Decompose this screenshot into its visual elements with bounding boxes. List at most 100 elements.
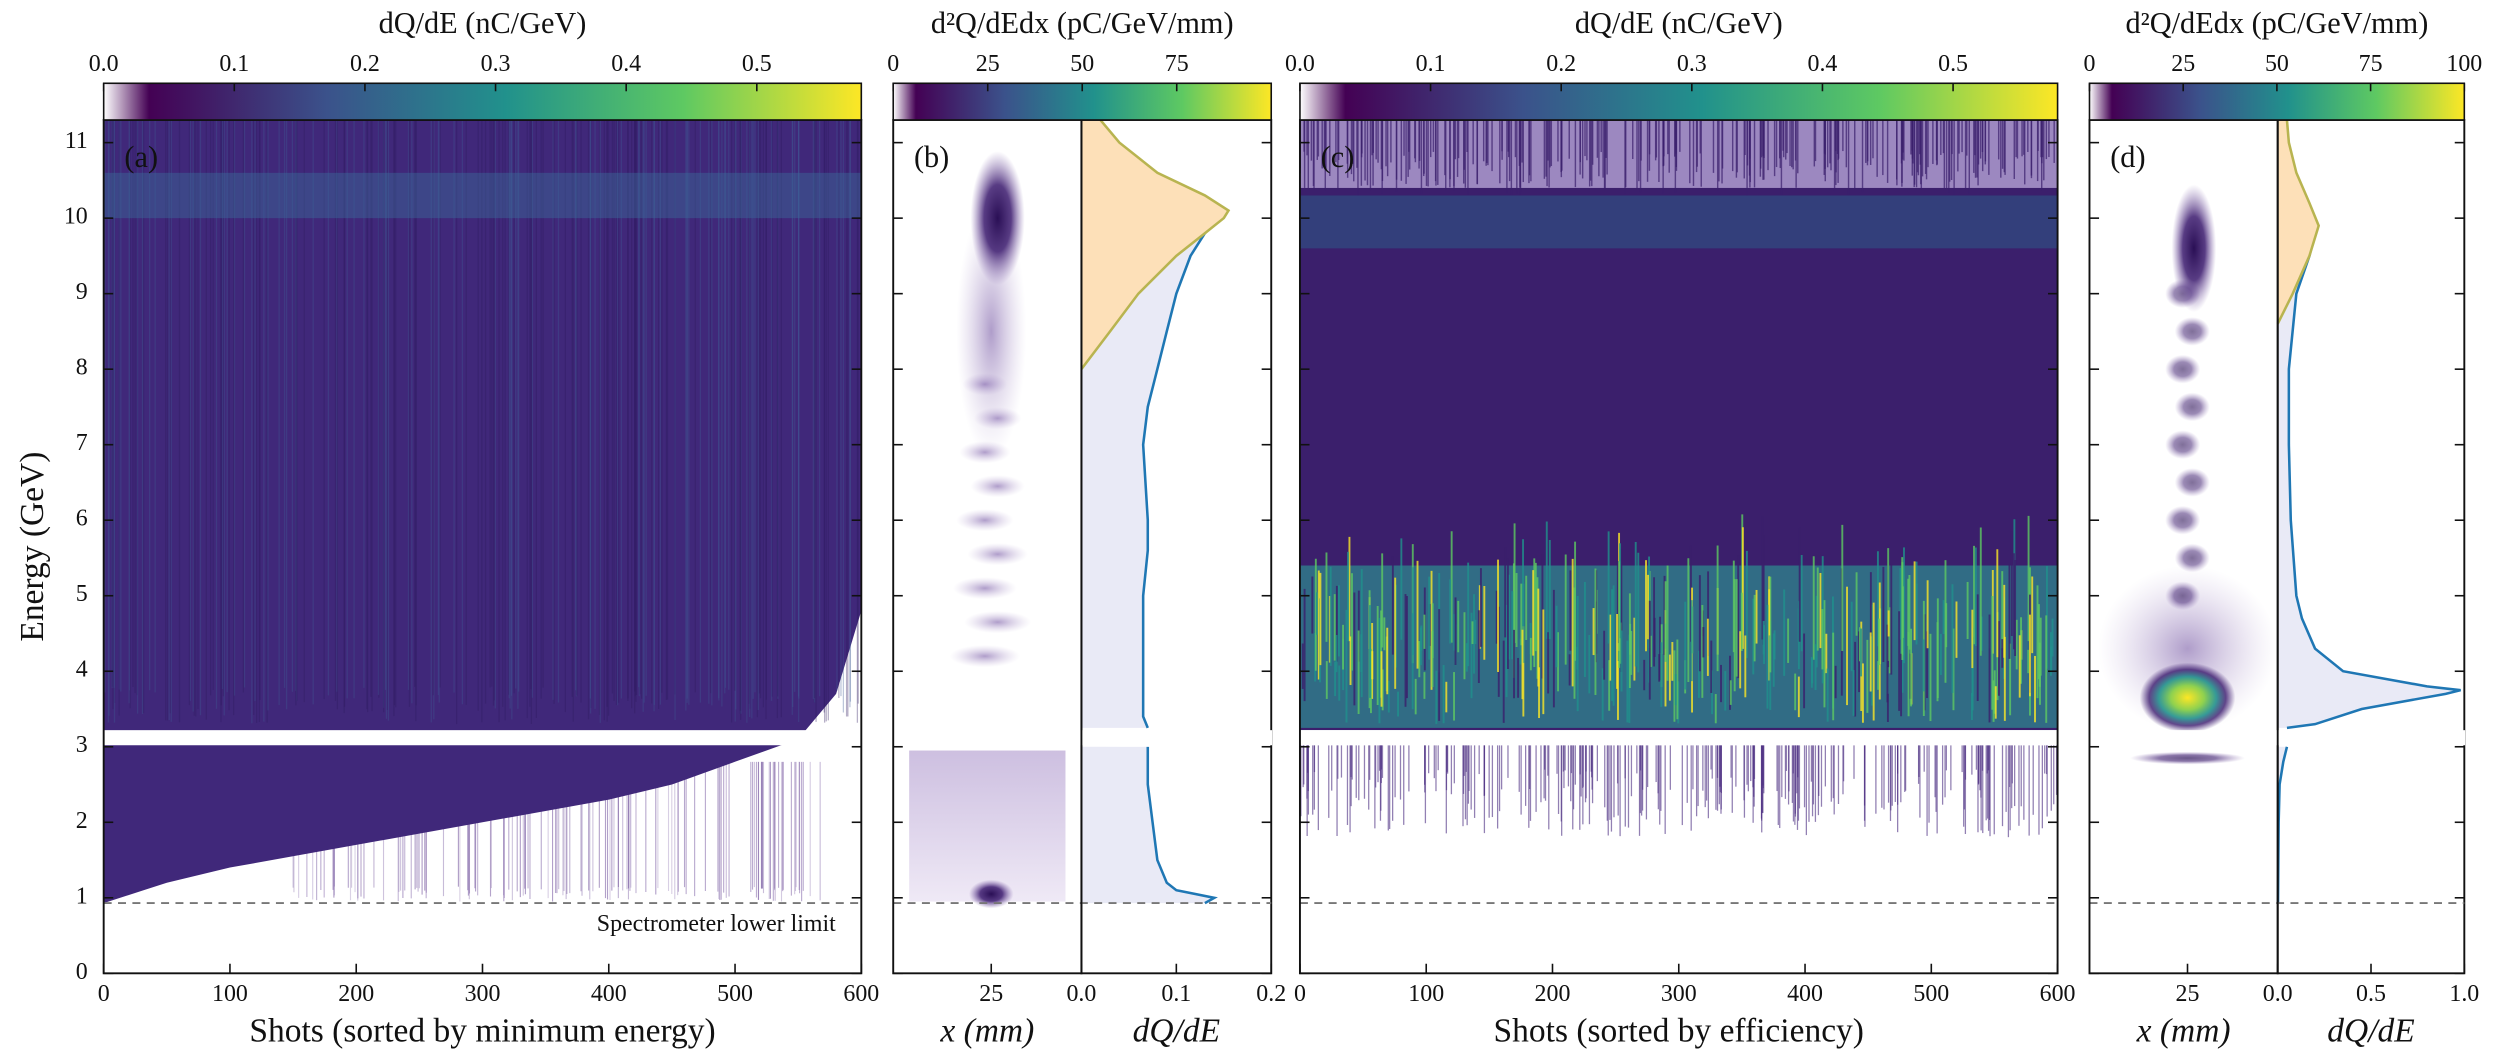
lineout-area (1081, 746, 1215, 904)
x-tick-label: 300 (465, 981, 501, 1007)
x-tick-label: 400 (1787, 981, 1823, 1007)
panel-label: (a) (124, 140, 158, 174)
gap-band (1299, 730, 2059, 746)
x-tick-label: 500 (1913, 981, 1949, 1007)
spectrum-region (103, 119, 862, 904)
lineout-fit (1080, 119, 1231, 370)
colorbar-tick-label: 0 (2084, 51, 2096, 77)
lineout (2276, 232, 2461, 904)
colorbar-tick-label: 0.0 (89, 51, 119, 77)
colorbar-tick-label: 50 (2265, 51, 2289, 77)
x-tick-label: 600 (2040, 981, 2076, 1007)
image-feature (956, 509, 1014, 532)
colorbar-tick-label: 50 (1070, 51, 1094, 77)
colorbar (1299, 82, 2059, 121)
y-tick-label: 5 (76, 581, 88, 607)
colorbar-tick-label: 75 (2359, 51, 2383, 77)
colorbar-tick-label: 0.2 (1546, 51, 1576, 77)
x-tick-label: 400 (591, 981, 627, 1007)
panel-label: (b) (914, 140, 949, 174)
x-tick-label: 100 (1408, 981, 1444, 1007)
lineout-fit-area (1081, 119, 1229, 370)
image-hot (2139, 662, 2236, 733)
x-tick-label: 200 (1535, 981, 1571, 1007)
panel: 0.0 0.5 1.0 dQ/dE (d) 25 x (mm) 0 25 50 75 100 d²Q/d… (2084, 6, 2483, 1050)
x-tick-label: 1.0 (2449, 981, 2479, 1007)
x-axis-label: Shots (sorted by efficiency) (1494, 1013, 1864, 1050)
colorbar-tick-label: 25 (2171, 51, 2195, 77)
y-tick-label: 2 (76, 808, 88, 834)
colorbar-tick-label: 0.4 (611, 51, 641, 77)
energy-band (1299, 195, 2058, 249)
lineout-area (2277, 233, 2461, 728)
image-feature (949, 644, 1020, 668)
colorbar-title: dQ/dE (nC/GeV) (1575, 6, 1783, 40)
x-tick-label: 0.5 (2356, 981, 2386, 1007)
y-tick-label: 4 (76, 657, 88, 683)
x-axis-label: x (mm) (939, 1013, 1034, 1050)
image-feature (2174, 317, 2210, 346)
panel: 0.0 0.1 0.2 dQ/dE (b) 25 x (mm) 0 25 50 75 d²Q/dEdx… (887, 6, 1286, 1050)
image-lower (2130, 751, 2245, 765)
lineout-fit-area (2277, 119, 2319, 324)
y-tick-label: 7 (76, 430, 88, 456)
colorbar-title: d²Q/dEdx (pC/GeV/mm) (2126, 6, 2429, 40)
x-tick-label: 0 (98, 981, 110, 1007)
y-tick-label: 11 (65, 128, 88, 154)
image-lower (909, 750, 1066, 902)
colorbar-tick-label: 0.1 (1416, 51, 1446, 77)
image-feature (967, 543, 1028, 566)
x-tick-label: 0.2 (1256, 981, 1286, 1007)
y-tick-label: 8 (76, 355, 88, 381)
image-feature (970, 475, 1025, 498)
colorbar-tick-label: 100 (2446, 51, 2482, 77)
y-tick-label: 10 (64, 204, 88, 230)
x-tick-label: 25 (979, 981, 1003, 1007)
colorbar-tick-label: 0 (887, 51, 899, 77)
lineout-x-label: dQ/dE (1133, 1013, 1220, 1050)
colorbar-tick-label: 0.4 (1808, 51, 1838, 77)
energy-band (103, 172, 862, 219)
image-feature (2165, 430, 2201, 460)
x-tick-label: 0.0 (2263, 981, 2293, 1007)
colorbar-tick-label: 0.3 (481, 51, 511, 77)
y-tick-label: 1 (76, 883, 88, 909)
panel: (c) 0 100 200 300 400 500 600 Shots (sorted by e… (1285, 6, 2076, 1050)
panel-label: (c) (1321, 140, 1355, 174)
x-tick-label: 100 (212, 981, 248, 1007)
image-feature (952, 577, 1017, 600)
x-tick-label: 200 (338, 981, 374, 1007)
image-lower-core (968, 879, 1014, 909)
image-feature (2174, 392, 2210, 422)
x-tick-label: 0 (1294, 981, 1306, 1007)
lineout-fit (2276, 119, 2321, 325)
image-feature (964, 610, 1032, 634)
x-axis-label: x (mm) (2136, 1013, 2231, 1050)
x-tick-label: 300 (1661, 981, 1697, 1007)
y-tick-label: 6 (76, 506, 88, 532)
y-axis-label: Energy (GeV) (14, 452, 51, 642)
colorbar-title: d²Q/dEdx (pC/GeV/mm) (931, 6, 1234, 40)
colorbar-tick-label: 0.5 (742, 51, 772, 77)
x-tick-label: 25 (2176, 981, 2200, 1007)
colorbar-tick-label: 25 (976, 51, 1000, 77)
x-axis-label: Shots (sorted by minimum energy) (249, 1013, 715, 1050)
panel: Spectrometer lower limit(a)0 100 200 300 400… (14, 6, 880, 1050)
panel-label: (d) (2110, 140, 2145, 174)
colorbar-tick-label: 0.0 (1285, 51, 1315, 77)
y-tick-label: 9 (76, 279, 88, 305)
colorbar-tick-label: 75 (1165, 51, 1189, 77)
colorbar-tick-label: 0.1 (219, 51, 249, 77)
colorbar-tick-label: 0.3 (1677, 51, 1707, 77)
colorbar (102, 82, 863, 121)
y-tick-label: 3 (76, 732, 88, 758)
colorbar-title: dQ/dE (nC/GeV) (379, 6, 587, 40)
x-tick-label: 0.0 (1066, 981, 1096, 1007)
image-core (2171, 184, 2217, 313)
colorbar-tick-label: 0.2 (350, 51, 380, 77)
image-feature (2174, 543, 2210, 573)
lineout (1141, 209, 1225, 905)
